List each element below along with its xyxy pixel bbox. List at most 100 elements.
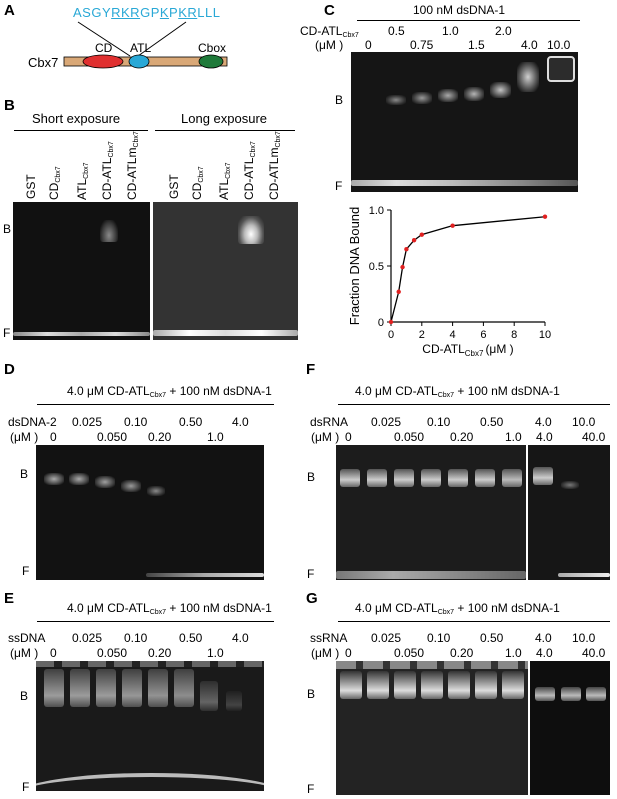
- g-top-2: 0.50: [480, 631, 504, 645]
- d-top-3: 4.0: [232, 415, 249, 429]
- g-top-0: 0.025: [371, 631, 402, 645]
- gel-band: [535, 687, 555, 701]
- f-top-2: 0.50: [480, 415, 504, 429]
- f-bot-1: 0.050: [394, 430, 425, 444]
- bound-band: [238, 216, 264, 244]
- x-tick-label: 0: [388, 329, 394, 341]
- d-band-label-f: F: [22, 564, 30, 578]
- gel-panel-f-right: [528, 445, 610, 580]
- gel-band: [475, 469, 495, 487]
- panel-c-unit: (μM ): [315, 38, 344, 52]
- e-top-0: 0.025: [72, 631, 103, 645]
- panel-e-letter: E: [4, 590, 15, 607]
- gel-band: [502, 469, 522, 487]
- g-band-label-b: B: [307, 687, 316, 701]
- f-top-4: 10.0: [572, 415, 596, 429]
- d-bot-0: 0: [50, 430, 57, 444]
- c-top-2: 2.0: [495, 24, 512, 38]
- gel-band: [547, 56, 575, 82]
- gel-band: [122, 669, 142, 707]
- panel-f-header: 4.0 μM CD-ATLCbx7 + 100 nM dsDNA-1: [355, 384, 560, 399]
- gel-band: [44, 473, 64, 485]
- panel-g-comp: ssRNA: [310, 631, 348, 645]
- c-bot-3: 4.0: [521, 38, 538, 52]
- e-top-3: 4.0: [232, 631, 249, 645]
- f-bot-4: 4.0: [536, 430, 553, 444]
- lane-label-cd-atlm-short: CD-ATLmCbx7: [125, 131, 140, 200]
- gel-band: [448, 469, 468, 487]
- gel-band: [517, 62, 539, 92]
- panel-e-header: 4.0 μM CD-ATLCbx7 + 100 nM dsDNA-1: [67, 601, 272, 616]
- panel-g-rule: [338, 621, 610, 622]
- gel-band: [147, 486, 165, 496]
- d-bot-1: 0.050: [97, 430, 128, 444]
- lane-label-cd-atlm-long: CD-ATLmCbx7: [267, 131, 282, 200]
- x-tick-label: 8: [511, 329, 517, 341]
- lane-label-gst-short: GST: [24, 174, 38, 199]
- panel-d-unit: (μM ): [10, 430, 39, 444]
- data-point: [450, 223, 455, 228]
- lane-label-gst-long: GST: [167, 174, 181, 199]
- gel-long-exposure: [153, 202, 298, 340]
- d-top-0: 0.025: [72, 415, 103, 429]
- gel-band: [502, 671, 524, 699]
- g-bot-3: 1.0: [505, 646, 522, 660]
- gel-band: [69, 473, 89, 485]
- e-bot-3: 1.0: [207, 646, 224, 660]
- gel-band: [421, 469, 441, 487]
- panel-g-unit: (μM ): [311, 646, 340, 660]
- d-bot-2: 0.20: [148, 430, 172, 444]
- data-point: [411, 238, 417, 243]
- gel-panel-d: [36, 445, 264, 580]
- short-exposure-rule: [14, 130, 148, 131]
- gel-panel-f-left: [336, 445, 526, 580]
- free-dna-front: [558, 573, 610, 577]
- long-exposure-rule: [155, 130, 295, 131]
- g-top-1: 0.10: [427, 631, 451, 645]
- e-band-label-b: B: [20, 689, 29, 703]
- gel-wells: [336, 661, 528, 669]
- panel-d-comp: dsDNA-2: [8, 415, 57, 429]
- free-dna-front: [351, 180, 578, 186]
- lane-label-cd-short: CDCbx7: [47, 166, 62, 200]
- c-band-label-b: B: [335, 93, 344, 107]
- data-point: [396, 289, 401, 294]
- c-bot-0: 0: [365, 38, 372, 52]
- free-dna-front: [13, 332, 150, 336]
- g-bot-2: 0.20: [450, 646, 474, 660]
- c-bot-4: 10.0: [547, 38, 571, 52]
- binding-curve-chart: 0 2 4 6 8 10 0 0.5 1.0 Fraction DNA Bound CD-ATL…: [347, 205, 551, 358]
- band-label-f: F: [3, 326, 11, 340]
- x-tick-label: 4: [450, 329, 456, 341]
- panel-c-conc-label: CD-ATLCbx7: [300, 24, 359, 39]
- f-top-0: 0.025: [371, 415, 402, 429]
- gel-band: [70, 669, 90, 707]
- g-band-label-f: F: [307, 782, 315, 796]
- cd-domain-label: CD: [95, 41, 113, 55]
- gel-band: [148, 669, 168, 707]
- gel-band: [340, 469, 360, 487]
- panel-g-letter: G: [306, 590, 318, 607]
- e-bot-0: 0: [50, 646, 57, 660]
- panel-f-letter: F: [306, 361, 316, 378]
- g-bot-5: 40.0: [582, 646, 606, 660]
- g-bot-4: 4.0: [536, 646, 553, 660]
- panel-c-rule: [357, 20, 580, 21]
- lane-label-cd-atl-long: CD-ATLCbx7: [242, 141, 257, 200]
- gel-band: [438, 89, 458, 102]
- f-bot-2: 0.20: [450, 430, 474, 444]
- gel-panel-g-right: [530, 661, 610, 795]
- f-band-label-b: B: [307, 470, 316, 484]
- x-tick-label: 6: [480, 329, 486, 341]
- gel-panel-g-left: [336, 661, 528, 795]
- c-top-1: 1.0: [442, 24, 459, 38]
- g-top-4: 10.0: [572, 631, 596, 645]
- e-bot-1: 0.050: [97, 646, 128, 660]
- free-dna-front: [36, 773, 264, 791]
- d-bot-3: 1.0: [207, 430, 224, 444]
- gel-band: [561, 481, 579, 489]
- free-dna-front: [146, 573, 264, 577]
- series-line: [390, 216, 546, 323]
- panel-f-comp: dsRNA: [310, 415, 349, 429]
- gel-band: [96, 669, 116, 707]
